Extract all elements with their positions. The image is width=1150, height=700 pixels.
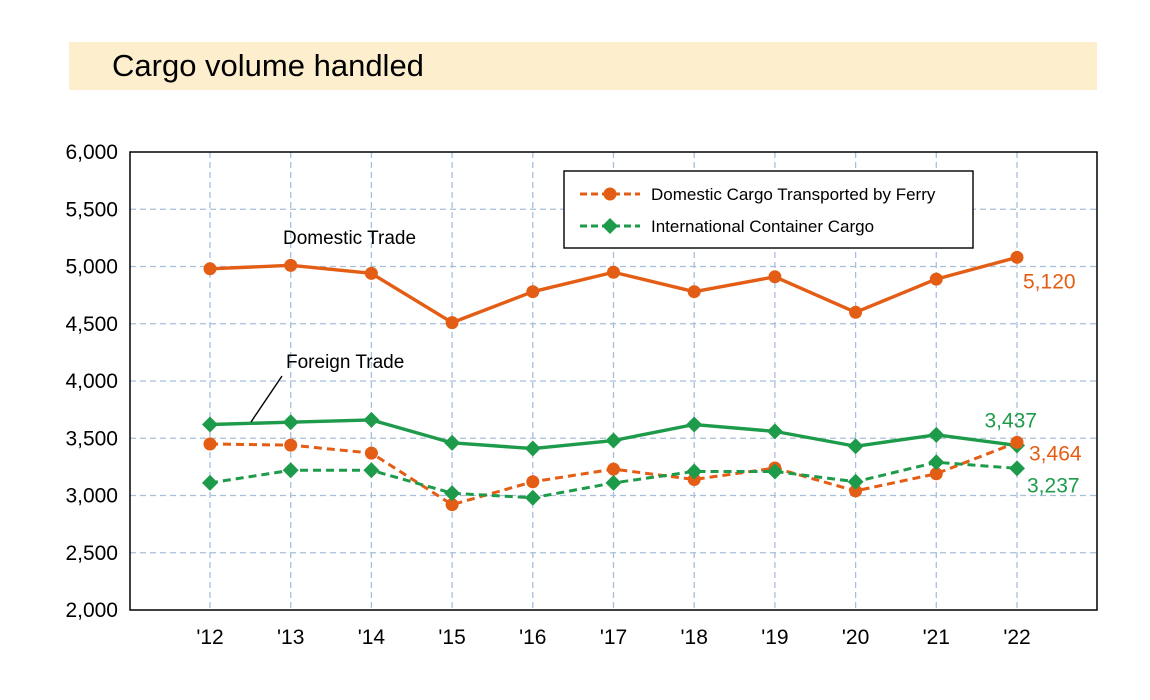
x-tick-label: '22 bbox=[1003, 626, 1030, 649]
data-point bbox=[686, 463, 703, 480]
x-tick-label: '18 bbox=[681, 626, 708, 649]
x-tick-label: '20 bbox=[842, 626, 869, 649]
data-point bbox=[1009, 460, 1025, 477]
data-point bbox=[445, 498, 459, 512]
data-point bbox=[766, 463, 783, 480]
data-point bbox=[607, 462, 620, 476]
data-point bbox=[526, 475, 540, 489]
data-point bbox=[605, 432, 622, 449]
data-point bbox=[687, 285, 701, 299]
data-point bbox=[849, 484, 863, 498]
x-tick-label: '15 bbox=[438, 626, 465, 649]
x-tick-label: '16 bbox=[519, 626, 546, 649]
data-point bbox=[686, 416, 703, 433]
data-point bbox=[766, 423, 783, 440]
end-value-label: 3,237 bbox=[1027, 474, 1080, 497]
end-value-label: 3,437 bbox=[984, 409, 1037, 432]
data-point bbox=[284, 258, 298, 272]
x-tick-label: '13 bbox=[277, 626, 304, 649]
y-tick-label: 2,000 bbox=[65, 599, 118, 622]
y-tick-label: 5,000 bbox=[65, 256, 118, 279]
data-point bbox=[363, 411, 380, 428]
data-point bbox=[605, 474, 622, 491]
legend-marker bbox=[602, 218, 618, 234]
y-tick-label: 5,500 bbox=[65, 198, 118, 221]
data-point bbox=[928, 426, 945, 443]
plot-frame bbox=[129, 151, 1098, 611]
x-tick-label: '17 bbox=[600, 626, 627, 649]
data-point bbox=[929, 272, 943, 286]
chart-title: Cargo volume handled bbox=[112, 48, 424, 83]
y-tick-label: 4,500 bbox=[65, 313, 118, 336]
data-point bbox=[847, 473, 864, 490]
x-tick-label: '21 bbox=[923, 626, 950, 649]
data-point bbox=[203, 262, 217, 276]
data-point bbox=[444, 434, 461, 451]
data-point bbox=[364, 266, 378, 280]
legend-marker bbox=[603, 187, 617, 201]
x-tick-label: '12 bbox=[196, 626, 223, 649]
data-point bbox=[526, 285, 540, 299]
x-tick-label: '14 bbox=[358, 626, 386, 649]
data-point bbox=[524, 489, 541, 506]
data-point bbox=[768, 270, 782, 284]
legend-label: International Container Cargo bbox=[651, 217, 874, 236]
end-value-label: 3,464 bbox=[1029, 442, 1082, 465]
data-point bbox=[203, 437, 217, 451]
data-point bbox=[1010, 435, 1024, 449]
data-point bbox=[363, 462, 380, 479]
data-point bbox=[607, 265, 620, 279]
data-point bbox=[444, 485, 461, 502]
data-point bbox=[929, 467, 943, 481]
data-point bbox=[1010, 250, 1024, 264]
legend: Domestic Cargo Transported by Ferry Inter… bbox=[563, 170, 974, 249]
title-banner: Cargo volume handled bbox=[69, 42, 1097, 90]
x-tick-label: '19 bbox=[761, 626, 788, 649]
data-point bbox=[364, 446, 378, 460]
data-point bbox=[847, 438, 864, 455]
data-point bbox=[202, 416, 218, 433]
data-point bbox=[524, 440, 541, 457]
data-point bbox=[282, 462, 299, 479]
data-point bbox=[282, 414, 299, 431]
y-tick-label: 6,000 bbox=[65, 141, 118, 164]
y-tick-label: 4,000 bbox=[65, 370, 118, 393]
legend-label: Domestic Cargo Transported by Ferry bbox=[651, 185, 936, 204]
data-point bbox=[849, 305, 863, 319]
data-point bbox=[687, 472, 701, 486]
data-point bbox=[445, 316, 459, 330]
annotation-leader-line bbox=[250, 375, 283, 423]
y-tick-label: 2,500 bbox=[65, 542, 118, 565]
data-point bbox=[284, 438, 298, 452]
y-tick-label: 3,500 bbox=[65, 427, 118, 450]
annotation-domestic-trade: Domestic Trade bbox=[283, 228, 416, 249]
end-value-label: 5,120 bbox=[1023, 270, 1076, 293]
annotation-foreign-trade: Foreign Trade bbox=[286, 352, 404, 373]
data-point bbox=[202, 474, 218, 491]
data-point bbox=[928, 454, 945, 471]
y-tick-label: 3,000 bbox=[65, 485, 118, 508]
legend-box bbox=[563, 170, 974, 249]
